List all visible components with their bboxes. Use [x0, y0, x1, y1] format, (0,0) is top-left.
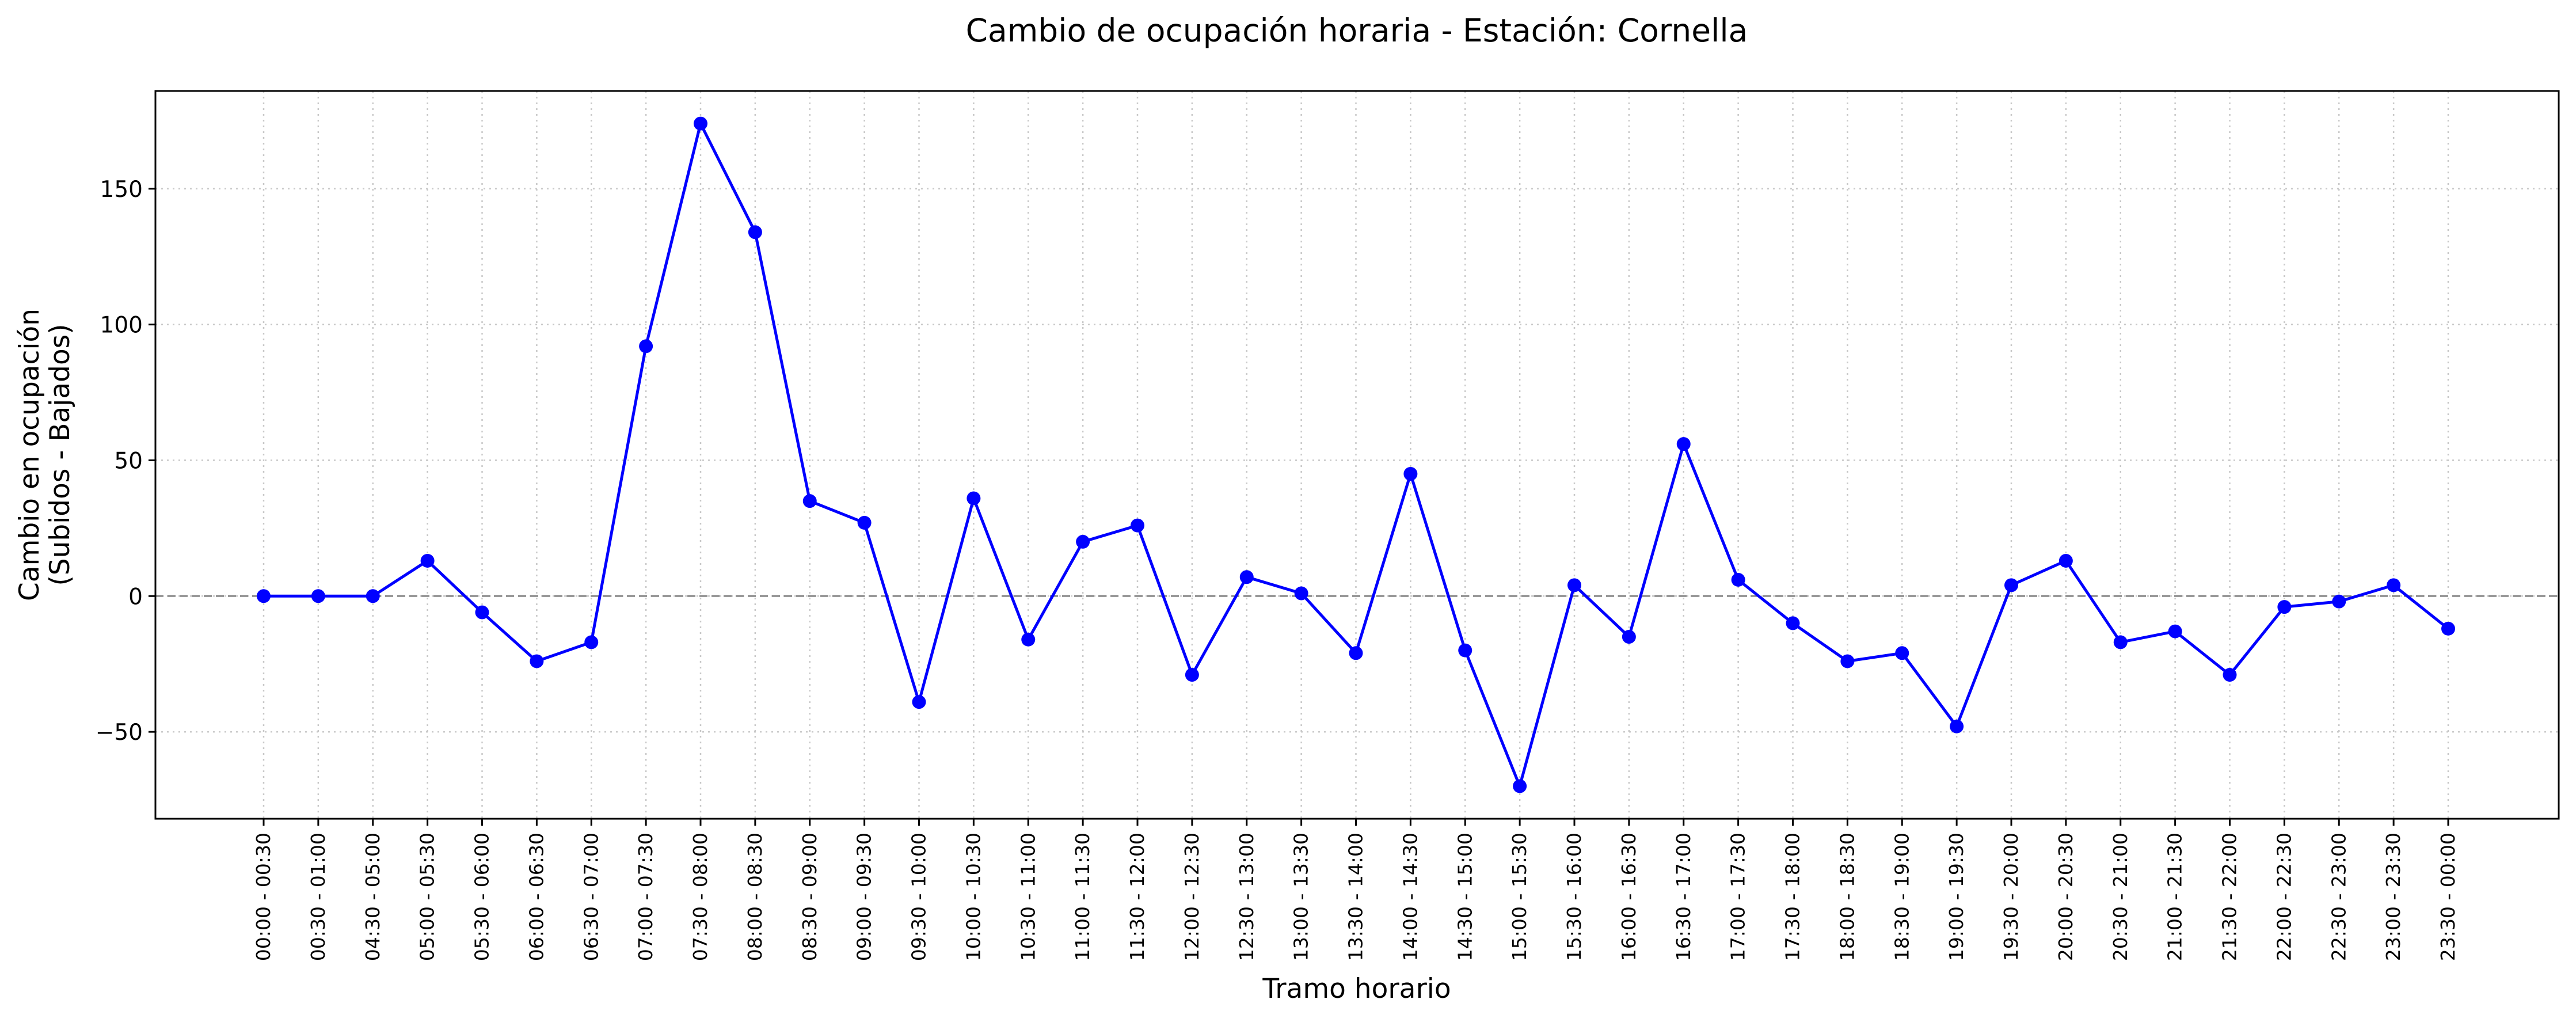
y-axis-label-line-1: Cambio en ocupación [14, 309, 45, 601]
data-point [967, 491, 981, 506]
x-tick-label: 18:30 - 19:00 [1890, 833, 1913, 961]
x-tick-label: 04:30 - 05:00 [362, 833, 384, 961]
data-point [748, 225, 762, 240]
data-point [1513, 779, 1527, 793]
data-point [2277, 600, 2292, 614]
y-tick-label: 100 [100, 313, 143, 339]
data-point [2113, 635, 2128, 649]
data-point [1349, 646, 1363, 660]
x-tick-label: 17:30 - 18:00 [1782, 833, 1804, 961]
data-point [1403, 467, 1418, 481]
data-point [1239, 570, 1254, 584]
x-tick-label: 15:30 - 16:00 [1563, 833, 1585, 961]
data-point [1786, 616, 1800, 630]
x-tick-label: 17:00 - 17:30 [1727, 833, 1749, 961]
x-tick-label: 11:30 - 12:00 [1126, 833, 1148, 961]
chart-title: Cambio de ocupación horaria - Estación: … [966, 12, 1748, 49]
y-tick-label: 0 [128, 584, 143, 610]
x-tick-label: 00:30 - 01:00 [307, 833, 329, 961]
x-tick-label: 20:00 - 20:30 [2054, 833, 2077, 961]
x-axis: 00:00 - 00:30 00:30 - 01:00 04:30 - 05:00 0… [252, 819, 2459, 961]
x-tick-label: 06:30 - 07:00 [580, 833, 602, 961]
x-tick-label: 05:30 - 06:00 [471, 833, 493, 961]
data-point [1676, 437, 1691, 451]
data-point [2332, 594, 2346, 609]
x-tick-label: 05:00 - 05:30 [416, 833, 439, 961]
data-point [2441, 621, 2455, 636]
x-tick-label: 23:30 - 00:00 [2437, 833, 2459, 961]
data-point [2387, 578, 2401, 592]
data-point [311, 589, 325, 603]
data-point [1950, 719, 1964, 734]
x-tick-label: 22:00 - 22:30 [2273, 833, 2295, 961]
x-tick-label: 16:00 - 16:30 [1618, 833, 1640, 961]
y-tick-label: 150 [100, 177, 143, 203]
x-tick-label: 07:30 - 08:00 [689, 833, 711, 961]
x-tick-label: 06:00 - 06:30 [525, 833, 547, 961]
x-tick-label: 19:30 - 20:00 [2000, 833, 2022, 961]
x-tick-label: 11:00 - 11:30 [1071, 833, 1094, 961]
data-point [420, 553, 435, 568]
data-point [475, 605, 489, 620]
data-point [1021, 632, 1036, 647]
data-point [639, 339, 653, 354]
data-point [857, 515, 872, 530]
x-tick-label: 09:00 - 09:30 [853, 833, 876, 961]
x-tick-label: 08:30 - 09:00 [798, 833, 821, 961]
data-point [694, 116, 707, 131]
data-point [1840, 654, 1855, 668]
x-tick-label: 21:00 - 21:30 [2164, 833, 2186, 961]
x-tick-label: 13:00 - 13:30 [1290, 833, 1312, 961]
data-point [2223, 668, 2237, 682]
y-tick-label: 50 [114, 448, 143, 474]
x-tick-label: 16:30 - 17:00 [1672, 833, 1695, 961]
x-tick-label: 23:00 - 23:30 [2382, 833, 2404, 961]
x-tick-label: 10:00 - 10:30 [962, 833, 984, 961]
grid [155, 91, 2559, 819]
data-point [1076, 534, 1090, 549]
x-tick-label: 10:30 - 11:00 [1017, 833, 1039, 961]
x-tick-label: 14:30 - 15:00 [1453, 833, 1476, 961]
x-tick-label: 18:00 - 18:30 [1836, 833, 1858, 961]
x-tick-label: 12:30 - 13:00 [1235, 833, 1258, 961]
y-axis: −50 0 50 100 150 [96, 177, 155, 746]
x-tick-label: 09:30 - 10:00 [908, 833, 930, 961]
x-axis-label: Tramo horario [1262, 973, 1451, 1005]
data-point [1131, 518, 1144, 533]
y-tick-label: −50 [96, 720, 143, 746]
data-point [1458, 643, 1472, 658]
x-tick-label: 19:00 - 19:30 [1945, 833, 1968, 961]
data-point [1185, 668, 1199, 682]
x-tick-label: 13:30 - 14:00 [1345, 833, 1367, 961]
x-tick-label: 14:00 - 14:30 [1399, 833, 1421, 961]
x-tick-label: 00:00 - 00:30 [252, 833, 275, 961]
x-tick-label: 21:30 - 22:00 [2219, 833, 2241, 961]
x-tick-label: 12:00 - 12:30 [1181, 833, 1203, 961]
data-point [1294, 586, 1308, 601]
x-tick-label: 07:00 - 07:30 [634, 833, 657, 961]
plot-frame [154, 90, 2560, 820]
data-point [1622, 630, 1636, 644]
data-point [912, 695, 926, 709]
x-tick-label: 08:00 - 08:30 [744, 833, 766, 961]
y-axis-label-line-2: (Subidos - Bajados) [44, 324, 76, 586]
data-point [366, 589, 380, 603]
data-point [1731, 572, 1745, 587]
data-point [584, 635, 599, 649]
data-point [2004, 578, 2018, 592]
data-point [530, 654, 544, 668]
data-point [802, 494, 817, 508]
x-tick-label: 20:30 - 21:00 [2109, 833, 2132, 961]
data-point [257, 589, 271, 603]
data-point [1567, 578, 1581, 592]
data-point [2168, 624, 2182, 639]
x-tick-label: 15:00 - 15:30 [1508, 833, 1531, 961]
data-point [2058, 553, 2073, 568]
data-point [1895, 646, 1909, 660]
series-layer [257, 116, 2455, 793]
x-tick-label: 22:30 - 23:00 [2327, 833, 2350, 961]
